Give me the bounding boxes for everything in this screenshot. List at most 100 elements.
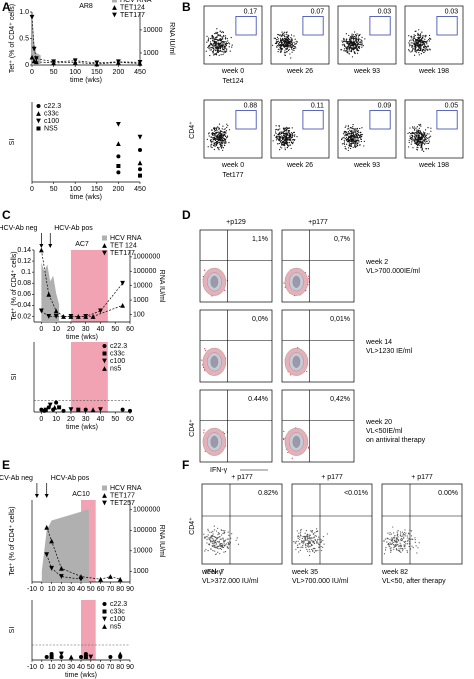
flow-dot [420,147,422,149]
flow-dot [275,125,277,127]
flow-dot [230,36,232,39]
flow-dot [428,139,430,141]
flow-dots [407,123,432,152]
flow-dot [386,541,388,543]
annotation: HCV-Ab neg [0,225,37,232]
flow-dot [204,550,206,552]
flow-dot [344,133,347,135]
flow-dot [229,50,231,52]
flow-dot [217,148,219,150]
legend-label: ns5 [110,365,121,372]
flow-dot [344,50,346,52]
flow-dot [315,535,317,537]
x-tick-label: 50 [111,326,119,333]
x-axis-label: time (wks) [66,424,98,431]
flow-dot [408,545,410,548]
flow-dot [394,545,396,547]
flow-dot [428,38,430,41]
y2-tick-label: 10000 [143,27,163,34]
y2-axis-label: RNA IU/ml [158,270,165,303]
gate-percent: 0.07 [311,9,325,16]
flow-dot [219,45,221,48]
flow-dot [279,137,281,139]
flow-dot [400,545,403,547]
flow-dot [391,541,393,543]
flow-dot [220,139,222,141]
flow-dot [428,40,430,42]
flow-dot [287,127,289,129]
flow-dot [393,532,395,534]
flow-dot [416,141,418,143]
note: week 20 [365,419,392,426]
flow-dot [360,133,362,135]
flow-dot [342,133,345,135]
flow-dot [355,133,357,136]
flow-dot [225,539,227,541]
x-tick-label: 10 [48,664,56,671]
flow-dot [314,532,316,534]
flow-dot [316,541,318,543]
flow-dot [214,33,216,35]
flow-dot [277,128,279,131]
flow-dot [418,49,420,52]
flow-dot [212,138,215,141]
flow-dot [313,551,316,553]
flow-dot [401,531,403,533]
flow-dot [287,44,289,47]
flow-dot [349,42,351,45]
flow-dot [408,541,410,543]
flow-dot [219,131,221,133]
flow-dot [357,50,359,52]
flow-dot [208,44,210,47]
flow-dot [423,142,425,144]
flow-dot [282,141,285,143]
x-axis-label: time (wks) [70,77,102,84]
flow-dot [427,49,429,51]
flow-dot [419,136,421,139]
flow-dot [207,146,209,148]
flow-dot [358,39,360,41]
flow-x-label: IFN-γ [210,467,228,474]
marker [117,651,123,657]
flow-dot [317,542,319,544]
flow-dot [315,530,318,533]
flow-dot [406,540,409,542]
legend-label: c33c [44,110,59,117]
flow-dot [213,536,216,538]
flow-dot [303,540,305,542]
flow-dot [424,41,426,43]
flow-dot [213,127,215,129]
flow-dot [289,144,292,146]
flow-dot [205,548,207,551]
flow-dot [287,43,289,45]
note: week 14 [365,339,392,346]
flow-dot [357,134,360,136]
flow-dot [212,540,214,543]
quadrant-percent: 0,01% [330,316,350,323]
flow-dot [214,550,216,552]
flow-dot [311,548,313,551]
flow-dot [415,545,417,547]
marker [120,280,126,286]
flow-dot [211,540,213,542]
y-tick-label: 1.0 [19,9,29,16]
flow-dot [222,539,225,541]
flow-dot [284,145,286,147]
flow-dot [360,138,362,141]
flow-dot [288,137,291,139]
flow-dot [296,530,298,532]
flow-dot [350,143,352,145]
flow-x-label: IFN-γ [205,569,223,576]
marker [68,407,74,413]
flow-dot [226,546,228,548]
flow-dot [285,48,287,50]
flow-dot [287,134,289,136]
flow-dot [348,127,350,129]
flow-dot [290,132,293,134]
flow-dot [208,135,210,137]
area [32,13,41,65]
flow-dot [429,48,431,50]
x-tick-label: 40 [97,326,105,333]
legend-label: HCV RNA [120,0,152,4]
gate [369,16,391,36]
